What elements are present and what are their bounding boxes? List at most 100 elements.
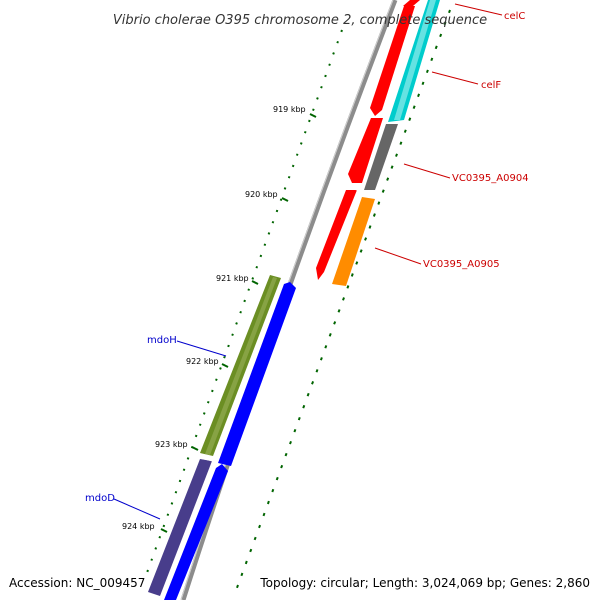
gene-block-cyan-shine	[394, 0, 436, 120]
map-title: Vibrio cholerae O395 chromosome 2, compl…	[113, 13, 487, 28]
gene-label-mdoD[interactable]: mdoD	[85, 493, 115, 504]
tick-dot	[332, 52, 335, 55]
tick-label-919: 919 kbp	[273, 105, 306, 114]
tick-dot	[247, 288, 250, 291]
tick-dot	[206, 400, 210, 404]
tick-dot	[271, 488, 275, 493]
tick-dot	[166, 513, 170, 516]
tick-dot	[178, 479, 182, 483]
tick-dot	[255, 265, 259, 269]
tick-dot	[198, 423, 202, 426]
tick-dot	[249, 548, 253, 553]
tick-dot	[231, 333, 234, 336]
gene-block-red-2[interactable]	[348, 118, 383, 183]
gene-block-blue-2[interactable]	[164, 464, 228, 600]
leader-celC	[454, 3, 503, 16]
tick-dot	[312, 108, 315, 111]
gene-block-VC0395_A0905[interactable]	[332, 197, 375, 286]
tick-mark	[251, 280, 259, 285]
tick-dot	[244, 560, 248, 565]
tick-dot	[291, 164, 295, 168]
tick-dot	[395, 153, 398, 157]
tick-dot	[340, 29, 343, 33]
tick-dot	[390, 165, 394, 169]
tick-dot	[258, 524, 262, 529]
tick-dot	[315, 369, 319, 373]
tick-dot	[430, 57, 434, 62]
tick-dot	[350, 273, 354, 277]
leader-VC0395_A0905	[374, 247, 422, 265]
tick-dot	[328, 63, 331, 66]
tick-dot	[266, 500, 270, 505]
tick-dot	[346, 285, 350, 289]
tick-dot	[355, 261, 359, 265]
tick-dot	[253, 536, 257, 541]
tick-dot	[267, 232, 271, 235]
tick-dot	[336, 40, 339, 44]
gene-block-mdoD[interactable]	[148, 459, 212, 596]
tick-mark	[221, 363, 229, 368]
tick-dot	[377, 201, 381, 205]
gene-block-celC[interactable]	[403, 0, 420, 6]
tick-label-921: 921 kbp	[216, 274, 249, 283]
scale-ticks: 919 kbp 920 kbp 921 kbp 922 kbp 923 kbp …	[122, 105, 317, 533]
gene-label-celC[interactable]: celC	[504, 11, 525, 22]
tick-dot	[280, 464, 284, 469]
tick-dot	[287, 175, 291, 179]
gene-block-red-3[interactable]	[316, 190, 357, 280]
tick-dot	[275, 476, 279, 481]
tick-dot	[299, 142, 303, 145]
tick-dot	[425, 69, 429, 74]
tick-dot	[289, 440, 292, 445]
tick-dot	[303, 130, 307, 134]
genome-summary-text: Topology: circular; Length: 3,024,069 bp…	[259, 576, 590, 590]
tick-dot	[174, 490, 178, 494]
outer-tick-ring	[236, 9, 451, 589]
gene-label-VC0395_A0904[interactable]: VC0395_A0904	[452, 173, 529, 184]
tick-dot	[324, 74, 327, 78]
tick-dot	[283, 187, 287, 190]
leader-mdoH	[176, 340, 227, 357]
tick-dot	[150, 558, 153, 561]
tick-dot	[319, 357, 323, 361]
tick-dot	[297, 416, 301, 421]
tick-dot	[337, 309, 341, 313]
tick-dot	[408, 117, 412, 121]
tick-dot	[262, 512, 266, 517]
tick-label-920: 920 kbp	[245, 190, 278, 199]
accession-text: Accession: NC_009457	[9, 576, 145, 590]
tick-dot	[417, 93, 421, 98]
gene-block-celF[interactable]	[370, 6, 415, 116]
tick-dot	[320, 85, 323, 89]
tick-dot	[381, 189, 385, 193]
leader-mdoD	[113, 498, 161, 520]
tick-dot	[302, 404, 306, 409]
tick-label-924: 924 kbp	[122, 522, 155, 531]
gene-block-mdoH-shine	[205, 277, 277, 455]
tick-mark	[160, 528, 168, 533]
tick-dot	[306, 392, 310, 397]
tick-dot	[186, 457, 190, 460]
tick-mark	[281, 197, 289, 202]
label-leaders	[113, 3, 503, 520]
tick-dot	[162, 524, 166, 528]
tick-dot	[182, 468, 186, 471]
tick-dot	[372, 213, 376, 217]
tick-dot	[368, 225, 372, 229]
tick-dot	[240, 572, 244, 577]
tick-mark	[191, 446, 199, 451]
gene-label-celF[interactable]: celF	[481, 80, 501, 91]
tick-dot	[295, 153, 299, 156]
gene-block-VC0395_A0904[interactable]	[364, 124, 398, 190]
tick-dot	[223, 355, 226, 359]
gene-label-VC0395_A0905[interactable]: VC0395_A0905	[423, 259, 500, 270]
tick-dot	[448, 9, 451, 14]
tick-dot	[271, 220, 275, 224]
tick-dot	[342, 297, 345, 301]
tick-dot	[308, 119, 311, 123]
gene-separator	[347, 184, 361, 192]
tick-dot	[324, 345, 328, 349]
gene-label-mdoH[interactable]: mdoH	[147, 335, 177, 346]
gene-block-blue-1[interactable]	[218, 282, 296, 466]
